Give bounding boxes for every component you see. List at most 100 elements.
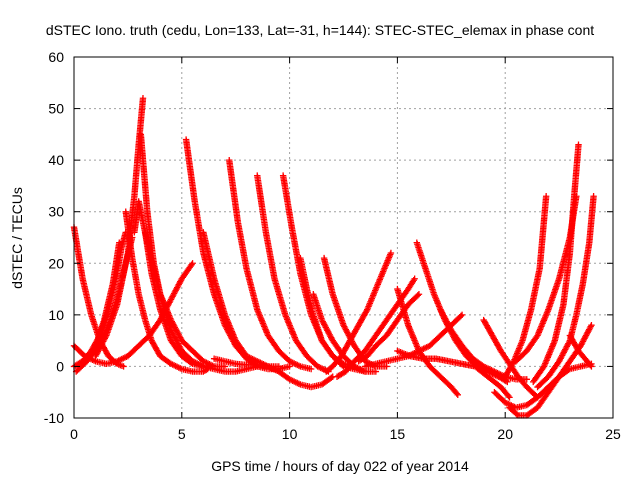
marker-trail [573,282,586,317]
marker-trail [438,374,454,390]
marker-trail [524,333,540,353]
marker-trail [535,385,551,400]
marker-trail [414,241,429,271]
marker-trail [571,143,582,198]
marker-trail [158,353,173,367]
marker-trail [438,307,454,333]
data-point [588,363,595,370]
marker-trail [149,338,163,358]
data-point [542,193,550,200]
marker-trail [541,338,558,369]
data-point [454,391,461,398]
y-tick-label: 10 [48,307,64,323]
marker-trail [82,348,98,364]
y-tick-label: 50 [48,101,64,117]
marker-trail [200,230,217,281]
marker-trail [481,318,495,338]
marker-trail [211,277,228,317]
marker-trail [135,96,147,147]
series-arc8 [92,95,147,360]
marker-trail [373,333,389,348]
marker-trail [473,364,490,379]
marker-trail [93,333,109,358]
marker-trail [131,143,142,198]
series-arc28 [480,316,541,401]
marker-trail [356,307,370,327]
marker-trail [168,338,185,358]
marker-trail [71,343,87,359]
marker-trail [168,318,185,343]
marker-trail [262,230,278,281]
marker-trail [304,354,320,369]
marker-trail [417,343,432,354]
marker-trail [381,251,394,271]
series-arc10 [141,229,207,370]
series-arc13 [226,156,315,373]
marker-trail [330,292,347,327]
series-arc24 [361,311,466,370]
marker-trail [148,271,164,312]
marker-trail [364,287,379,312]
marker-trail [222,323,239,348]
marker-trail [531,364,547,384]
marker-trail [135,199,146,224]
marker-trail [293,338,310,358]
marker-trail [524,395,540,408]
marker-trail [489,333,504,353]
marker-trail [362,333,379,353]
marker-trail [560,251,573,307]
data-layer [70,95,597,419]
x-tick-label: 5 [178,426,186,442]
data-point [139,95,147,102]
marker-trail [276,348,292,364]
marker-trail [222,313,239,343]
marker-trail [373,318,389,338]
marker-trail [321,256,336,296]
data-point [506,394,513,401]
marker-trail [434,355,451,365]
marker-trail [566,194,578,255]
marker-trail [319,318,336,343]
marker-trail [356,353,369,364]
marker-trail [92,318,107,348]
marker-trail [297,256,310,291]
marker-trail [394,287,411,327]
data-point [415,291,423,298]
marker-trail [335,369,348,380]
data-point [189,260,196,267]
data-point [523,376,530,383]
x-axis-label: GPS time / hours of day 022 of year 2014 [211,458,469,474]
marker-trail [498,385,512,400]
marker-trail [405,323,422,353]
marker-trail [254,174,269,234]
marker-trail [427,364,443,379]
series-arc27 [394,347,513,401]
marker-trail [136,333,152,348]
marker-trail [287,376,303,387]
data-point [411,275,418,282]
marker-trail [287,358,303,369]
marker-trail [101,282,116,322]
marker-trail [190,348,206,364]
plot-frame [73,56,614,419]
marker-trail [513,348,529,364]
marker-trail [524,405,540,418]
marker-trail [551,302,567,343]
marker-trail [330,354,344,369]
series-arc30 [506,321,595,419]
chart-title: dSTEC Iono. truth (cedu, Lon=133, Lat=-3… [46,22,594,38]
x-tick-label: 25 [605,426,621,442]
data-point [588,321,595,329]
marker-trail [535,390,551,410]
series-arc31 [502,193,550,380]
marker-trail [449,385,460,397]
marker-trail [93,328,109,353]
x-tick-label: 15 [390,426,406,442]
marker-trail [576,349,590,364]
marker-trail [201,366,210,374]
series-arc14 [254,172,332,375]
marker-trail [244,353,259,364]
marker-trail [124,194,138,255]
y-tick-label: 30 [48,204,64,220]
marker-trail [384,302,400,322]
